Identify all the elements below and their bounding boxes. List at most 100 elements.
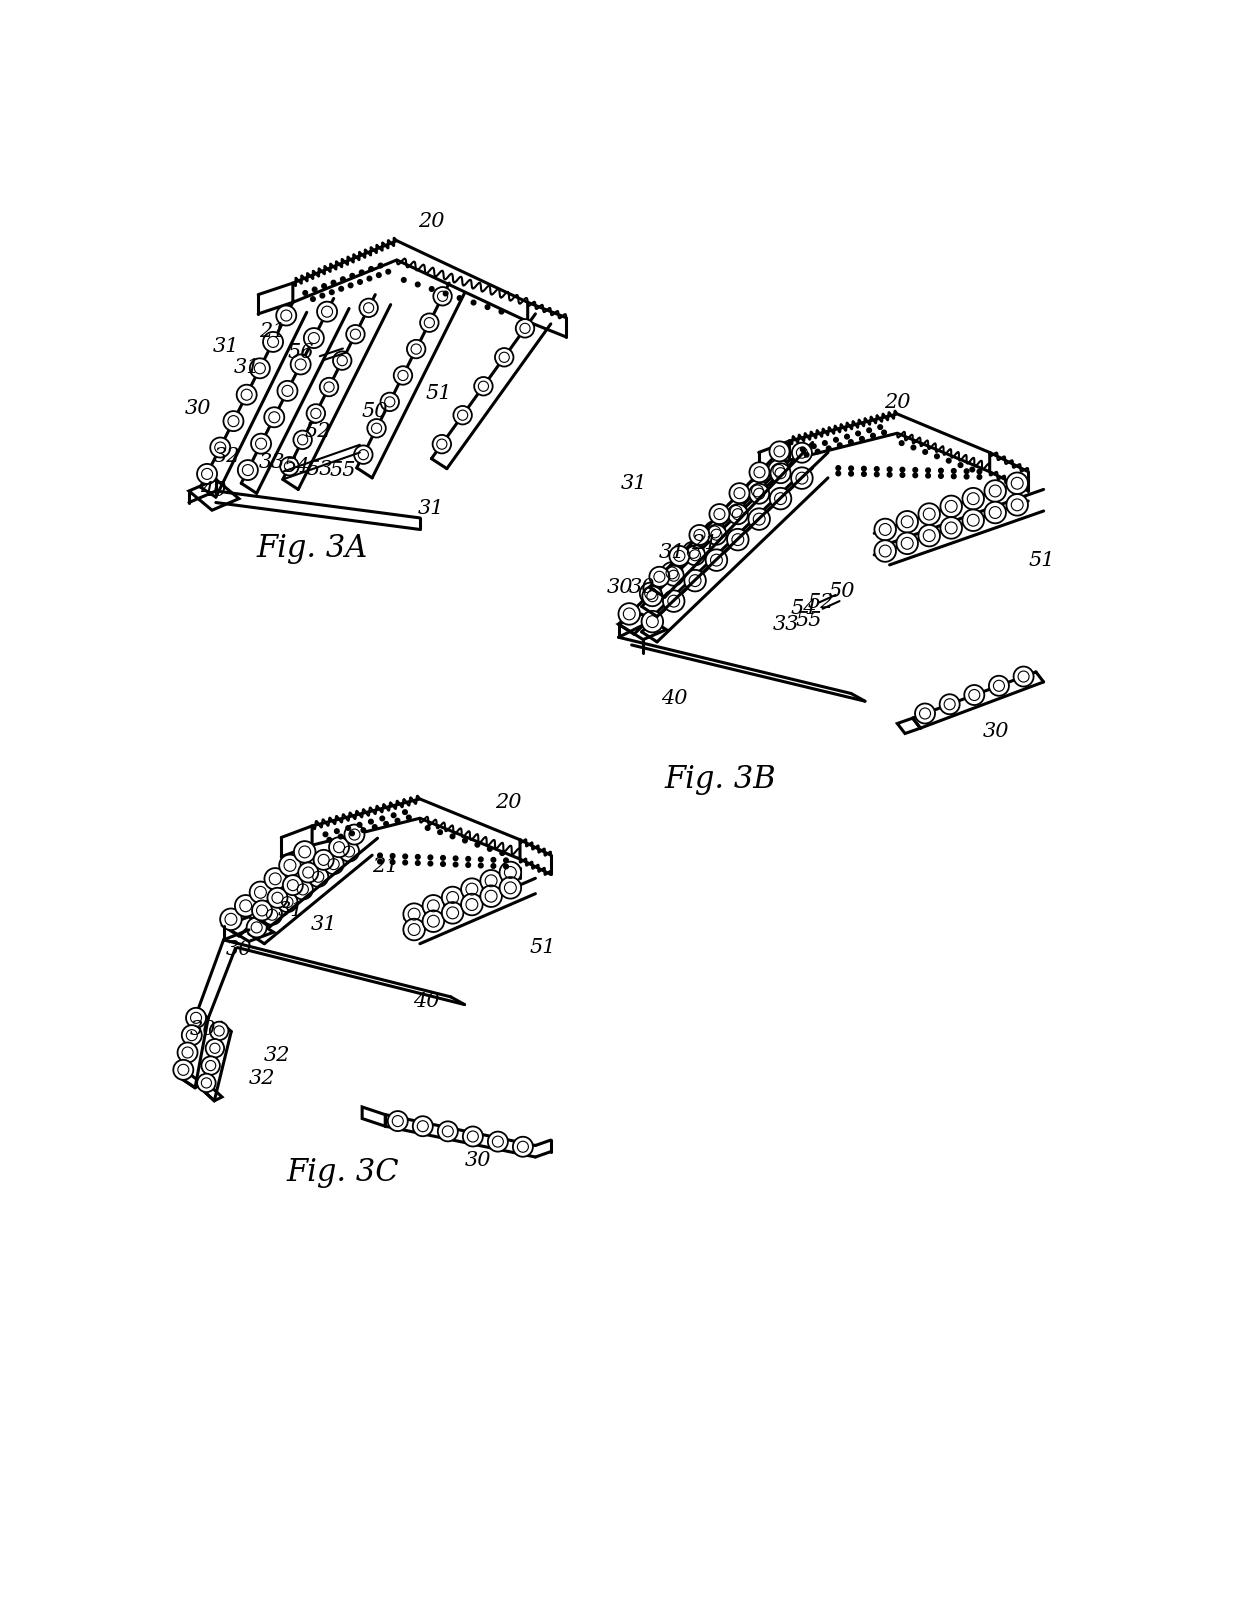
- Circle shape: [915, 704, 935, 723]
- Circle shape: [360, 271, 365, 274]
- Circle shape: [441, 887, 464, 908]
- Circle shape: [862, 467, 867, 472]
- Circle shape: [348, 284, 353, 287]
- Circle shape: [951, 468, 956, 473]
- Circle shape: [438, 830, 443, 835]
- Circle shape: [415, 854, 420, 859]
- Circle shape: [689, 525, 709, 545]
- Circle shape: [454, 856, 458, 861]
- Circle shape: [262, 905, 281, 924]
- Circle shape: [729, 483, 749, 503]
- Text: 31: 31: [418, 499, 445, 519]
- Circle shape: [420, 313, 439, 332]
- Circle shape: [461, 879, 482, 900]
- Circle shape: [985, 503, 1006, 524]
- Text: 40: 40: [661, 689, 687, 708]
- Circle shape: [1013, 666, 1034, 687]
- Circle shape: [238, 460, 258, 480]
- Circle shape: [331, 280, 336, 285]
- Circle shape: [874, 519, 897, 540]
- Circle shape: [935, 454, 939, 459]
- Circle shape: [339, 287, 343, 292]
- Circle shape: [727, 528, 749, 551]
- Circle shape: [346, 825, 351, 830]
- Circle shape: [874, 540, 897, 562]
- Text: 20: 20: [495, 793, 522, 812]
- Circle shape: [378, 263, 383, 267]
- Text: Fig. 3A: Fig. 3A: [257, 533, 368, 564]
- Circle shape: [770, 464, 791, 483]
- Circle shape: [770, 441, 790, 462]
- Polygon shape: [223, 917, 274, 942]
- Text: 53: 53: [306, 460, 334, 478]
- Circle shape: [862, 472, 867, 477]
- Circle shape: [320, 293, 325, 298]
- Circle shape: [491, 864, 496, 869]
- Text: 52: 52: [305, 421, 331, 441]
- Circle shape: [849, 467, 853, 470]
- Circle shape: [670, 546, 689, 566]
- Circle shape: [433, 434, 451, 454]
- Circle shape: [391, 854, 394, 858]
- Circle shape: [837, 443, 842, 447]
- Circle shape: [293, 880, 312, 900]
- Circle shape: [174, 1060, 193, 1080]
- Circle shape: [970, 467, 975, 472]
- Circle shape: [791, 467, 812, 490]
- Circle shape: [940, 517, 962, 538]
- Circle shape: [367, 276, 372, 280]
- Text: 51: 51: [1029, 551, 1055, 569]
- Text: 32: 32: [215, 447, 241, 465]
- Circle shape: [749, 509, 770, 530]
- Circle shape: [339, 841, 360, 861]
- Circle shape: [479, 858, 484, 862]
- Circle shape: [294, 841, 315, 862]
- Circle shape: [503, 858, 508, 862]
- Circle shape: [197, 1073, 216, 1093]
- Circle shape: [939, 473, 944, 478]
- Circle shape: [878, 425, 883, 430]
- Text: 31: 31: [660, 543, 686, 562]
- Circle shape: [965, 475, 968, 478]
- Text: 21: 21: [372, 858, 398, 877]
- Text: 51: 51: [425, 384, 453, 402]
- Circle shape: [926, 473, 930, 478]
- Text: Fig. 3C: Fig. 3C: [286, 1157, 399, 1188]
- Circle shape: [372, 825, 377, 830]
- Circle shape: [500, 862, 521, 883]
- Circle shape: [378, 853, 382, 858]
- Circle shape: [223, 412, 243, 431]
- Circle shape: [201, 1057, 219, 1075]
- Circle shape: [402, 277, 405, 282]
- Circle shape: [350, 274, 355, 279]
- Circle shape: [294, 431, 312, 449]
- Polygon shape: [362, 1107, 386, 1127]
- Circle shape: [321, 284, 326, 289]
- Text: 31: 31: [278, 901, 305, 921]
- Circle shape: [415, 282, 420, 287]
- Circle shape: [317, 302, 337, 321]
- Circle shape: [355, 446, 372, 464]
- Circle shape: [403, 919, 425, 940]
- Text: 21: 21: [692, 533, 718, 553]
- Circle shape: [474, 378, 492, 396]
- Circle shape: [792, 443, 812, 462]
- Text: 30: 30: [606, 577, 634, 597]
- Circle shape: [899, 441, 904, 446]
- Circle shape: [940, 694, 960, 715]
- Circle shape: [210, 1021, 228, 1041]
- Circle shape: [345, 825, 365, 845]
- Circle shape: [304, 327, 324, 349]
- Circle shape: [471, 300, 476, 305]
- Circle shape: [368, 819, 373, 823]
- Circle shape: [746, 480, 769, 503]
- Circle shape: [381, 392, 399, 412]
- Circle shape: [403, 861, 408, 866]
- Circle shape: [327, 838, 331, 841]
- Text: Fig. 3B: Fig. 3B: [665, 763, 776, 796]
- Circle shape: [299, 862, 319, 882]
- Circle shape: [334, 352, 351, 370]
- Text: 55: 55: [330, 460, 356, 480]
- Circle shape: [487, 846, 492, 851]
- Circle shape: [1007, 472, 1028, 494]
